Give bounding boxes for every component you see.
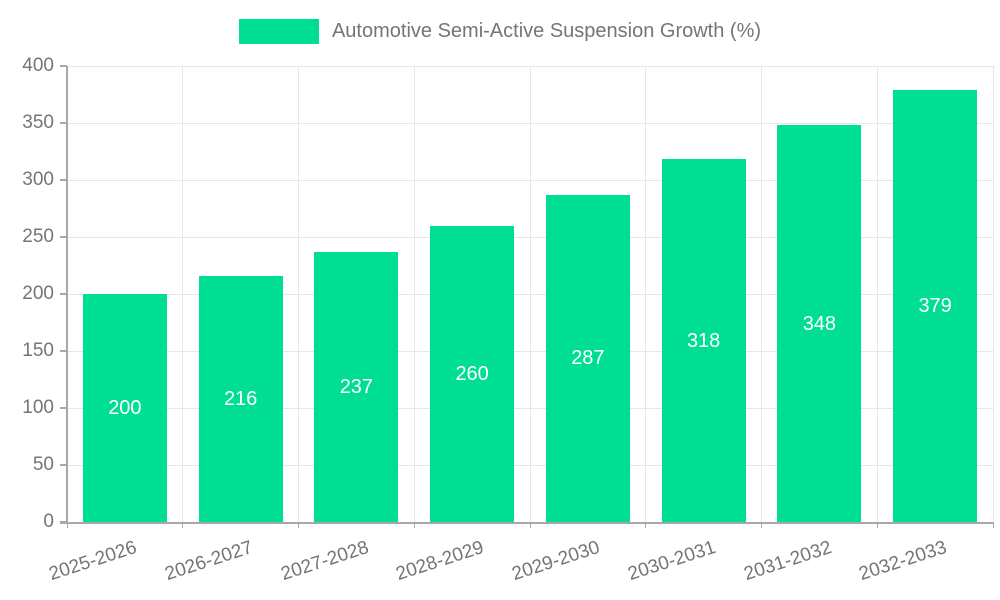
gridline-vertical — [413, 66, 415, 522]
bar-value-label: 287 — [571, 347, 605, 370]
bar[interactable] — [430, 225, 515, 522]
x-axis-tick-label: 2027-2028 — [277, 537, 371, 586]
x-axis-tick-label: 2032-2033 — [856, 537, 950, 586]
y-axis-tick — [60, 179, 67, 181]
y-axis-tick-label: 50 — [32, 454, 54, 475]
bar[interactable] — [777, 125, 862, 522]
y-axis-tick-label: 250 — [22, 226, 54, 247]
bar-value-label: 318 — [686, 329, 721, 352]
gridline-vertical — [992, 66, 994, 522]
y-axis-tick-label: 300 — [22, 169, 54, 190]
gridline-vertical — [182, 66, 184, 522]
gridline-vertical — [761, 66, 762, 522]
y-axis-tick — [60, 464, 67, 466]
bar[interactable] — [82, 294, 167, 522]
x-axis-tick-label: 2025-2026 — [46, 537, 140, 586]
y-axis-line — [66, 66, 68, 522]
gridline-vertical — [645, 66, 647, 522]
bar[interactable] — [314, 251, 399, 522]
x-axis-tick — [992, 522, 994, 528]
y-axis-tick — [60, 407, 67, 409]
x-axis-tick — [66, 522, 68, 528]
bar-value-label: 200 — [108, 397, 142, 419]
y-axis-tick-label: 100 — [22, 397, 54, 418]
legend-swatch-icon — [238, 19, 319, 44]
gridline-vertical — [298, 66, 299, 522]
x-axis-tick — [413, 522, 415, 528]
x-axis-line — [60, 522, 993, 524]
bar[interactable] — [545, 194, 630, 522]
x-axis-tick-label: 2031-2032 — [740, 537, 834, 586]
y-axis-tick-label: 200 — [22, 283, 54, 304]
x-axis-tick — [529, 522, 531, 528]
y-axis-tick — [60, 236, 67, 238]
legend-item[interactable]: Automotive Semi-Active Suspension Growth… — [0, 19, 1000, 44]
x-axis-tick-label: 2026-2027 — [162, 537, 256, 586]
bar-value-label: 260 — [455, 362, 489, 385]
gridline-vertical — [876, 66, 878, 522]
bar-value-label: 237 — [339, 375, 374, 398]
y-axis-tick-label: 350 — [22, 112, 54, 133]
bar-value-label: 379 — [918, 294, 952, 317]
x-axis-tick — [645, 522, 647, 528]
x-axis-tick — [298, 522, 299, 528]
x-axis-tick-label: 2030-2031 — [625, 537, 719, 586]
bar-value-label: 348 — [802, 312, 837, 335]
gridline-vertical — [529, 66, 531, 522]
y-axis-tick — [60, 293, 67, 295]
x-axis-tick — [876, 522, 878, 528]
bar[interactable] — [661, 159, 746, 522]
y-axis-tick — [60, 65, 67, 67]
x-axis-tick — [761, 522, 762, 528]
y-axis-tick-label: 400 — [22, 55, 54, 76]
bar[interactable] — [198, 275, 283, 522]
x-axis-tick-label: 2029-2030 — [509, 537, 603, 586]
bar-value-label: 216 — [223, 387, 258, 410]
legend-label: Automotive Semi-Active Suspension Growth… — [331, 20, 762, 42]
y-axis-tick-label: 150 — [22, 340, 54, 361]
bar[interactable] — [893, 89, 978, 522]
y-axis-tick — [60, 122, 67, 124]
y-axis-tick — [60, 350, 67, 352]
y-axis-tick-label: 0 — [43, 511, 54, 532]
x-axis-tick — [182, 522, 184, 528]
x-axis-tick-label: 2028-2029 — [393, 537, 487, 586]
